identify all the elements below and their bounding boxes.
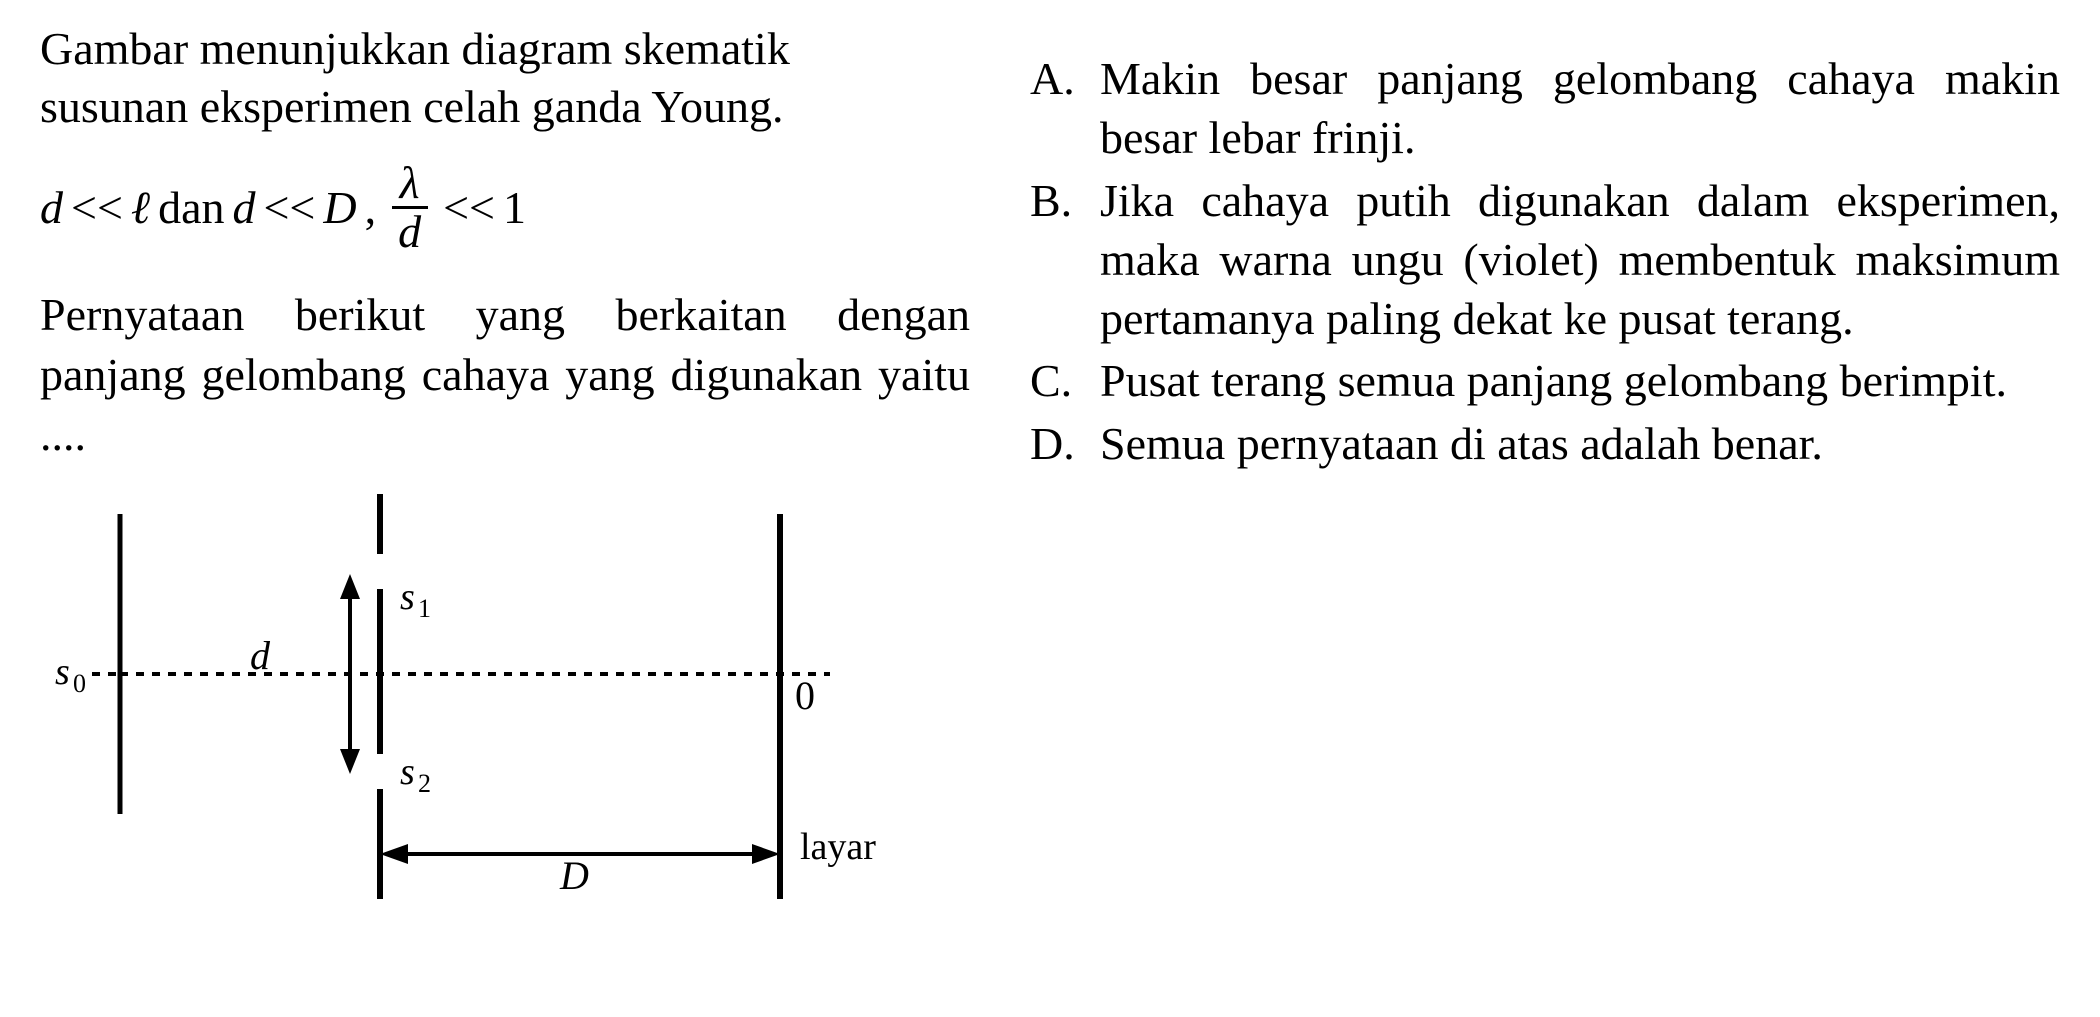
label-s2-sub: 2	[418, 769, 431, 798]
formula-ll1: <<	[71, 180, 123, 235]
label-s2: s	[400, 751, 415, 793]
left-column: Gambar menunjukkan diagram skematik susu…	[40, 20, 1010, 997]
formula-comma: ,	[365, 180, 377, 235]
label-s0: s	[55, 651, 70, 693]
diagram: s 0 d s 1 s 2 0	[40, 484, 940, 904]
diagram-svg: s 0 d s 1 s 2 0	[40, 484, 940, 904]
option-letter-b: B.	[1030, 172, 1100, 349]
formula-one: 1	[503, 180, 526, 235]
option-text-c: Pusat terang semua panjang gelombang ber…	[1100, 352, 2060, 411]
label-s1-sub: 1	[418, 594, 431, 623]
label-d: d	[250, 633, 271, 678]
fraction-den: d	[390, 209, 429, 255]
option-text-b: Jika cahaya putih digunakan dalam eksper…	[1100, 172, 2060, 349]
option-d: D. Semua pernyataan di atas adalah benar…	[1030, 415, 2060, 474]
option-letter-d: D.	[1030, 415, 1100, 474]
option-letter-c: C.	[1030, 352, 1100, 411]
option-text-d: Semua pernyataan di atas adalah benar.	[1100, 415, 2060, 474]
option-text-a: Makin besar panjang gelombang cahaya mak…	[1100, 50, 2060, 168]
formula-d: d	[40, 180, 63, 235]
formula-line: d << ℓ dan d << D , λ d << 1	[40, 160, 970, 255]
intro-text: Gambar menunjukkan diagram skematik susu…	[40, 20, 970, 135]
formula-D: D	[323, 180, 356, 235]
fraction-num: λ	[392, 160, 428, 209]
formula-d2: d	[232, 180, 255, 235]
formula-ell: ℓ	[131, 180, 150, 235]
formula-dan: dan	[158, 180, 224, 235]
intro-line1: Gambar menunjukkan diagram skematik	[40, 23, 790, 74]
formula-ll2: <<	[263, 180, 315, 235]
label-O: 0	[795, 673, 815, 718]
fraction-icon: λ d	[390, 160, 429, 255]
label-D: D	[559, 853, 589, 898]
question-text: Pernyataan berikut yang berkaitan dengan…	[40, 285, 970, 464]
formula-ll3: <<	[443, 180, 495, 235]
option-a: A. Makin besar panjang gelombang cahaya …	[1030, 50, 2060, 168]
intro-line2: susunan eksperimen celah ganda Young.	[40, 81, 784, 132]
label-s1: s	[400, 576, 415, 618]
label-layar: layar	[800, 826, 876, 868]
label-s0-sub: 0	[73, 669, 86, 698]
option-c: C. Pusat terang semua panjang gelombang …	[1030, 352, 2060, 411]
right-column: A. Makin besar panjang gelombang cahaya …	[1010, 20, 2060, 997]
option-b: B. Jika cahaya putih digunakan dalam eks…	[1030, 172, 2060, 349]
option-letter-a: A.	[1030, 50, 1100, 168]
